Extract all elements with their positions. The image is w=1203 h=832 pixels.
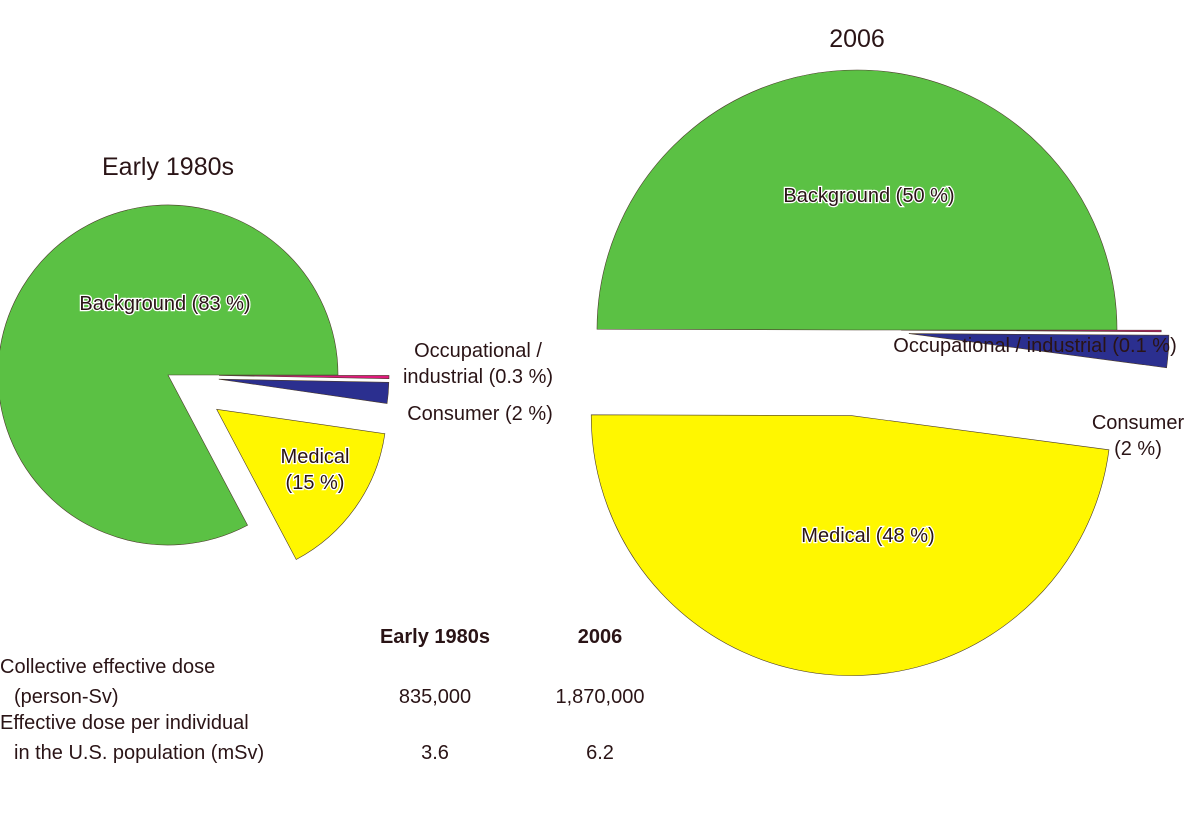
pie-slice <box>216 408 386 560</box>
slice-label: Medical (15 %) <box>281 446 350 494</box>
chart-title: Early 1980s <box>102 153 234 181</box>
table-cell: 1,870,000 <box>556 686 645 708</box>
pie-slice <box>596 69 1118 331</box>
slice-label: Occupational / industrial (0.1 %) <box>893 335 1176 357</box>
slice-label: Consumer (2 %) <box>1092 412 1185 460</box>
slice-label: Background (83 %) <box>79 293 250 315</box>
row-label: (person-Sv) <box>14 686 118 708</box>
slice-label: Background (50 %) <box>783 185 954 207</box>
slice-label: Medical (48 %) <box>801 525 934 547</box>
table-cell: 6.2 <box>586 742 614 764</box>
pie-slice <box>218 375 390 379</box>
slice-label: Consumer (2 %) <box>407 403 553 425</box>
chart-title: 2006 <box>829 25 885 53</box>
row-label: in the U.S. population (mSv) <box>14 742 264 764</box>
table-header: Early 1980s <box>380 626 490 648</box>
pie-slice <box>908 333 1170 369</box>
row-label: Collective effective dose <box>0 656 215 678</box>
table-header: 2006 <box>578 626 623 648</box>
pie-slice <box>901 329 1162 333</box>
table-cell: 835,000 <box>399 686 471 708</box>
table-cell: 3.6 <box>421 742 449 764</box>
pie-slice <box>218 378 390 404</box>
row-label: Effective dose per individual <box>0 712 249 734</box>
pie-slice <box>590 414 1110 676</box>
slice-label: Occupational / industrial (0.3 %) <box>403 340 553 388</box>
pie-slice <box>0 204 339 546</box>
